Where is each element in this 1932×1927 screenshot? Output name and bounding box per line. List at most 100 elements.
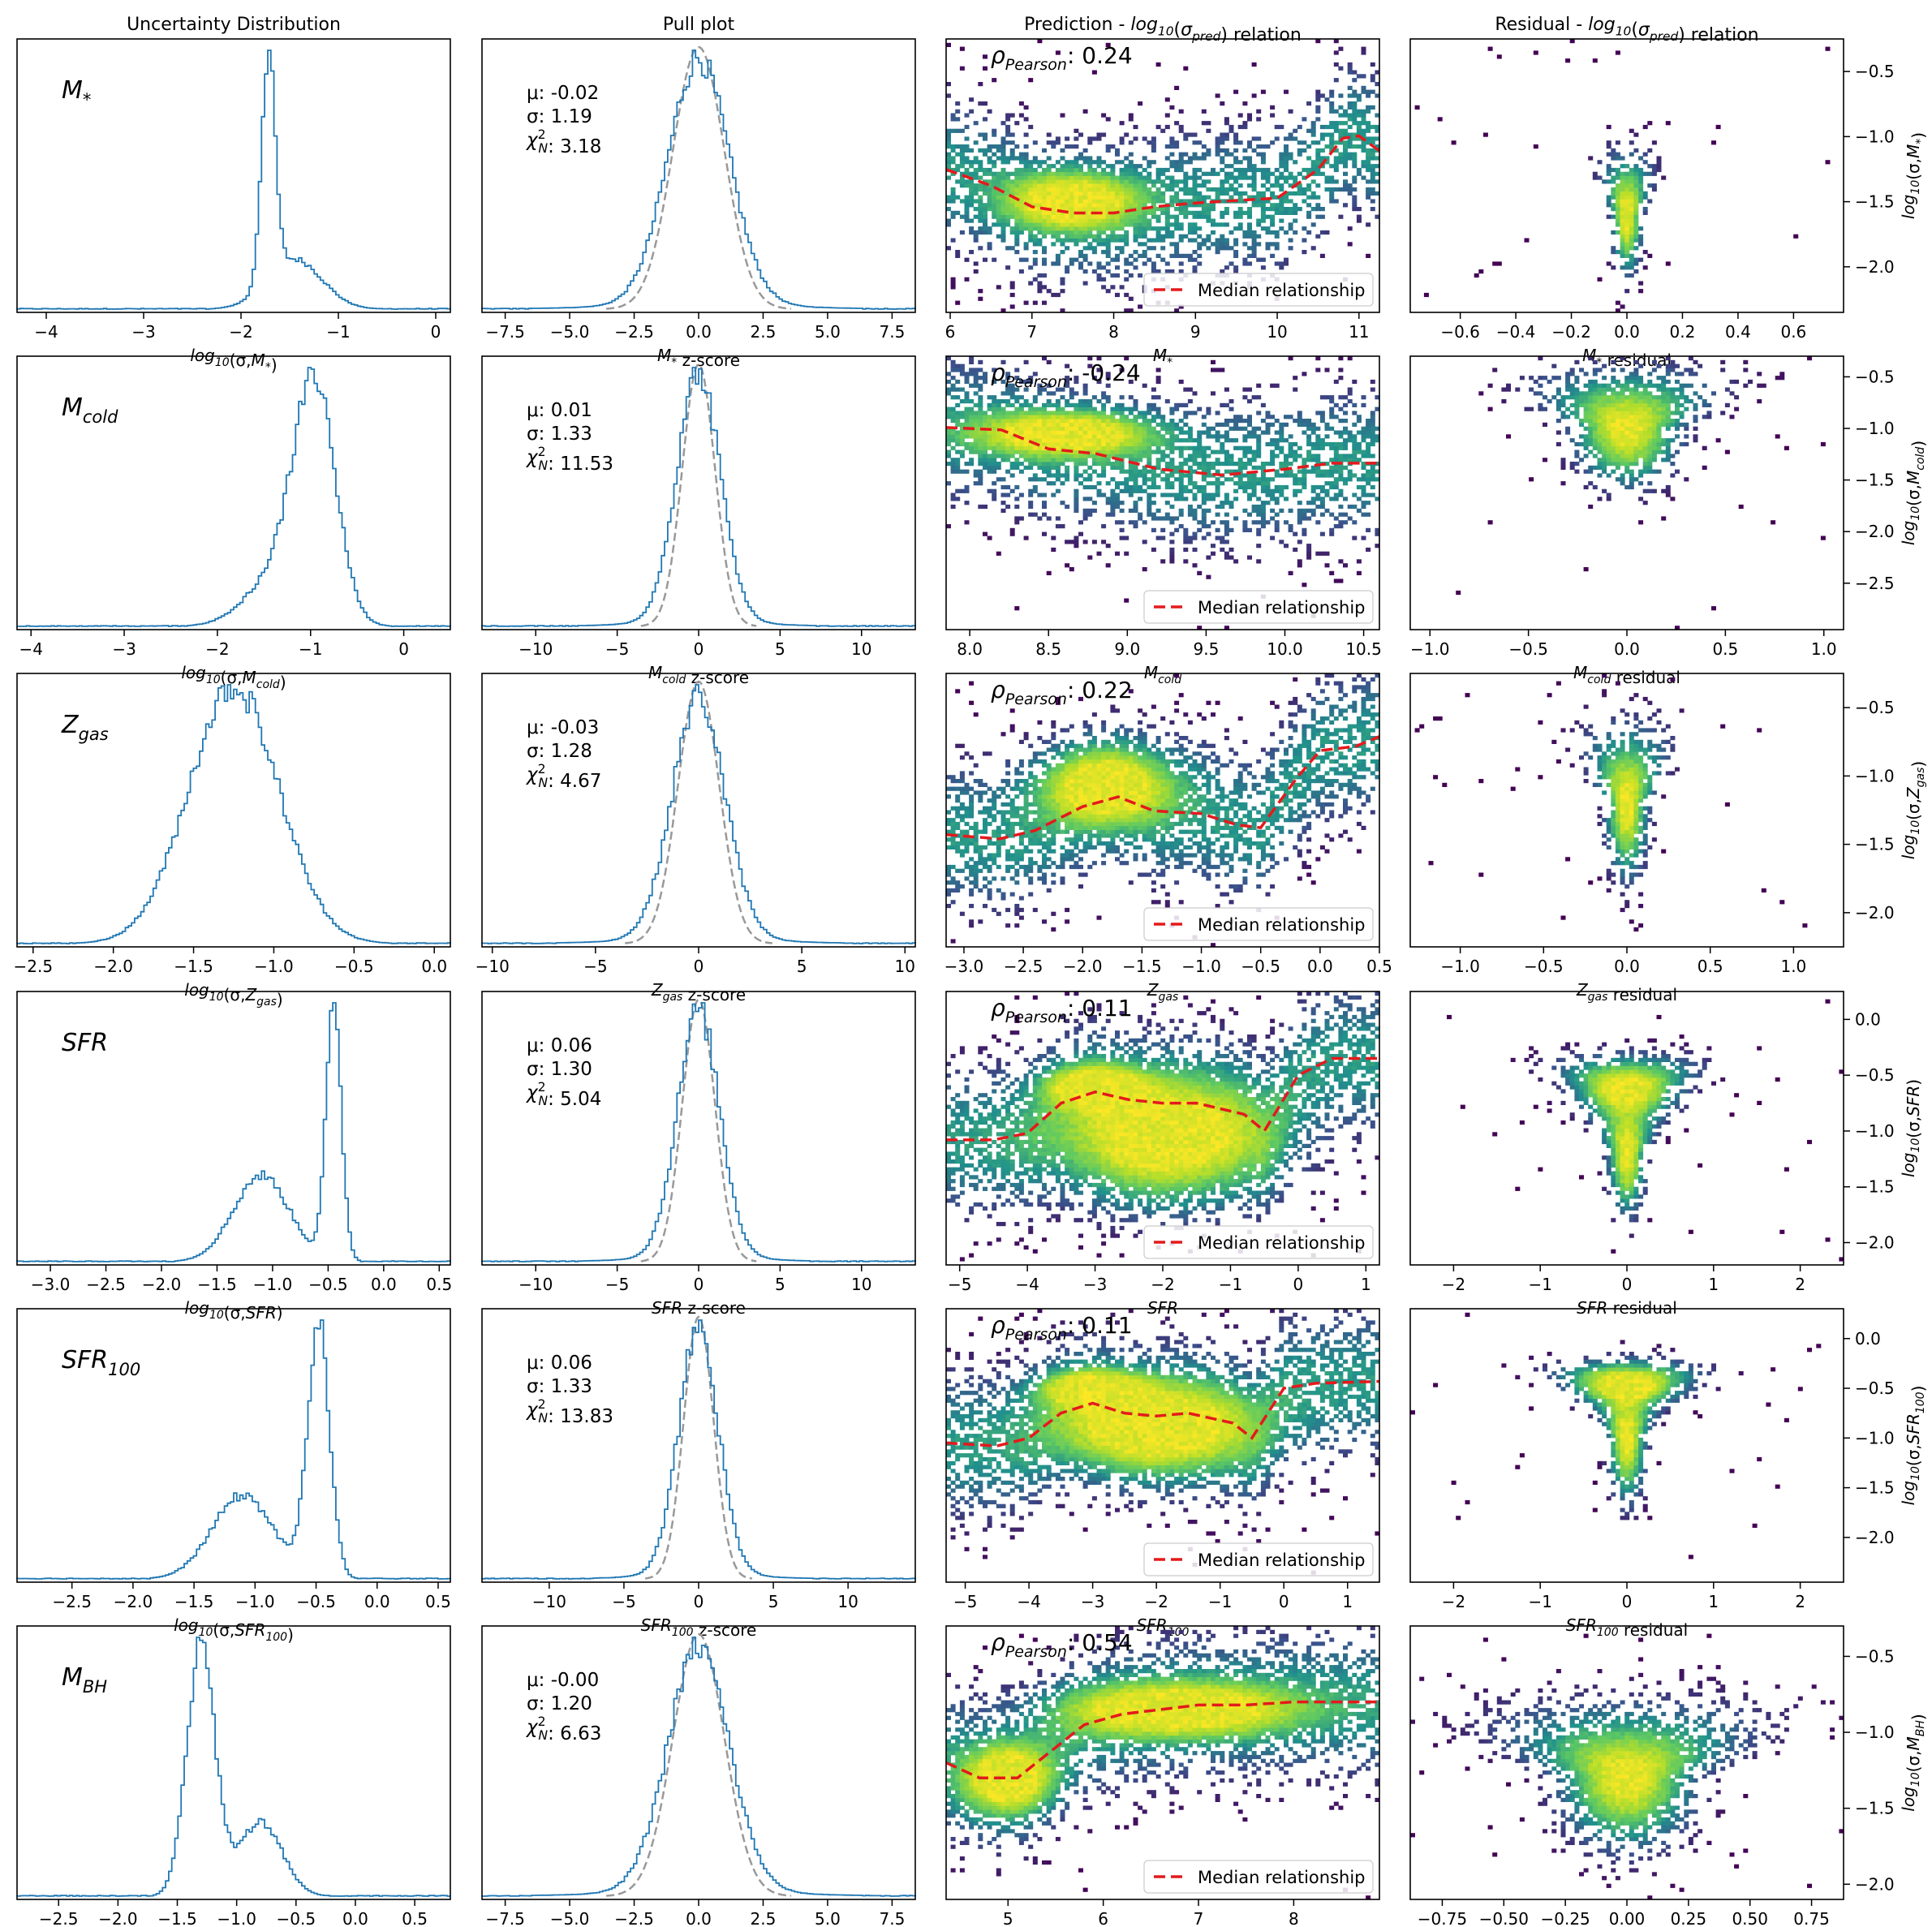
stat-text: σ: 1.33 [527, 1376, 592, 1397]
panel-mstar-residual: −2.0 −1.5 −1.0 −0.5 log10(σ,M*) −0.6 −0.4 −0.2 0… [1409, 38, 1928, 370]
legend: Median relationship [1143, 907, 1374, 941]
xtick-label: 0.0 [1614, 322, 1640, 342]
panel-sfr100-uncertainty: SFR100 −2.5 −2.0 −1.5 −1.0 −0.5 0.0 0.5 log10(σ,… [16, 1308, 451, 1645]
median-relationship-line [945, 735, 1380, 841]
xtick-label: 0 [431, 322, 441, 342]
xtick-label: −10 [518, 1275, 553, 1294]
xtick-label: −1.0 [254, 957, 294, 976]
ytick-label: −2.5 [1855, 574, 1895, 593]
xtick-label: 10.5 [1345, 639, 1382, 659]
xtick-label: 5.0 [815, 1909, 841, 1927]
xtick-label: 0.2 [1670, 322, 1696, 342]
xtick-label: −2 [1151, 1275, 1174, 1294]
axes-frame [945, 673, 1380, 948]
xtick-label: −1.5 [157, 1909, 197, 1927]
panel-mcold-prediction: Median relationship ρPearson: -0.24 8.0 8.5… [945, 355, 1382, 686]
legend: Median relationship [1143, 273, 1374, 307]
xtick-label: −7.5 [485, 1909, 525, 1927]
xtick-label: 6 [945, 322, 956, 342]
xtick-label: −5 [605, 1275, 629, 1294]
xtick-label: −5.0 [550, 322, 590, 342]
gaussian-reference-line [640, 998, 757, 1262]
ytick-label: −1.5 [1855, 1177, 1895, 1197]
xtick-label: 0.75 [1793, 1909, 1830, 1927]
xtick-label: −1.0 [253, 1275, 293, 1294]
xtick-label: 0 [694, 639, 704, 659]
xtick-label: 1.0 [1780, 957, 1806, 976]
stat-text: σ: 1.20 [527, 1693, 592, 1714]
xtick-label: −7.5 [485, 322, 525, 342]
xtick-label: 8.0 [957, 639, 983, 659]
x-axis-label: log10(σ,Mcold) [181, 663, 286, 692]
y-axis-label: log10(σ,MBH) [1899, 1714, 1928, 1811]
heatmap-cells [1414, 673, 1808, 932]
xtick-label: 5 [768, 1592, 779, 1611]
xtick-label: −3 [1081, 1592, 1104, 1611]
xtick-label: 5 [775, 639, 785, 659]
median-relationship-line [945, 134, 1381, 215]
xtick-label: −2.5 [52, 1592, 92, 1611]
xtick-label: −0.6 [1440, 322, 1480, 342]
xtick-label: 0.0 [686, 322, 712, 342]
median-relationship-line [945, 426, 1379, 477]
column-title-2: Pull plot [663, 15, 735, 35]
ytick-label: −1.5 [1855, 1799, 1895, 1818]
xtick-label: 10 [851, 639, 871, 659]
panel-mcold-uncertainty: Mcold −4 −3 −2 −1 0 log10(σ,Mcold) [16, 355, 451, 692]
x-axis-label: Zgas z-score [651, 980, 746, 1004]
xtick-label: −2.5 [13, 957, 53, 976]
ytick-label: −2.0 [1855, 1232, 1895, 1252]
ytick-label: −0.5 [1855, 367, 1895, 386]
ytick-label: −1.5 [1855, 1478, 1895, 1498]
histogram-line [481, 684, 916, 944]
panel-label: SFR [62, 1029, 108, 1057]
column-title-3: Prediction - log10(σpred) relation [1024, 15, 1302, 45]
legend-label: Median relationship [1198, 1868, 1366, 1887]
panel-zgas-uncertainty: Zgas −2.5 −2.0 −1.5 −1.0 −0.5 0.0 log10(σ,Zgas) [13, 673, 451, 1009]
ytick-label: −1.0 [1855, 127, 1895, 146]
xtick-label: −5 [605, 639, 629, 659]
legend: Median relationship [1143, 1542, 1374, 1576]
histogram-line [16, 1002, 451, 1262]
xtick-label: 10 [837, 1592, 858, 1611]
xtick-label: −0.5 [334, 957, 374, 976]
xtick-label: 0.0 [421, 957, 447, 976]
xtick-label: −2.0 [98, 1909, 138, 1927]
x-axis-label: Mcold residual [1573, 663, 1680, 687]
xtick-label: 1 [1361, 1275, 1371, 1294]
xtick-label: 0 [1279, 1592, 1289, 1611]
stat-text: χ2 N: 6.63 [525, 1714, 601, 1744]
xtick-label: 0.5 [426, 1275, 452, 1294]
xtick-label: −4 [19, 639, 42, 659]
histogram-line [481, 1319, 916, 1580]
xtick-label: −1.5 [174, 1592, 214, 1611]
median-relationship-line [945, 1379, 1380, 1447]
ytick-label: −0.5 [1855, 62, 1895, 81]
heatmap-cells [1410, 1633, 1844, 1900]
xtick-label: −2.5 [86, 1275, 126, 1294]
panel-label: Zgas [61, 711, 109, 744]
ytick-label: −0.5 [1855, 698, 1895, 717]
xtick-label: −2 [1442, 1275, 1465, 1294]
histogram-line [481, 1002, 916, 1262]
xtick-label: 7.5 [879, 322, 905, 342]
x-axis-label: log10(σ,Zgas) [184, 980, 282, 1009]
x-axis-label: log10(σ,SFR100) [174, 1615, 294, 1645]
xtick-label: −4 [1017, 1592, 1040, 1611]
x-axis-label: log10(σ,SFR) [184, 1298, 282, 1323]
xtick-label: 0.6 [1780, 322, 1806, 342]
xtick-label: 10 [1267, 322, 1287, 342]
xtick-label: −0.25 [1540, 1909, 1590, 1927]
pearson-coefficient: ρPearson: 0.54 [991, 1629, 1133, 1661]
axes-frame [945, 355, 1380, 630]
gaussian-reference-line [606, 1632, 791, 1897]
axes-frame [945, 38, 1380, 313]
xtick-label: −0.2 [1551, 322, 1591, 342]
axes-frame [16, 1625, 451, 1900]
histogram-line [481, 367, 916, 627]
